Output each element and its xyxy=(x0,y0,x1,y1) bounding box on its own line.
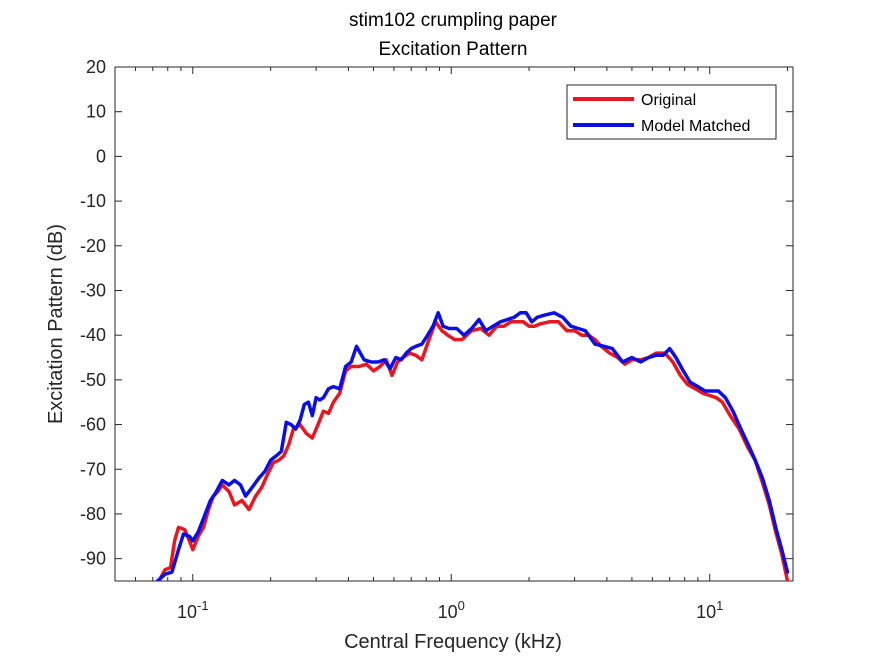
x-axis-ticks: 10-1 100 101 xyxy=(134,67,789,622)
x-tick-label: 100 xyxy=(438,598,465,622)
chart-title: stim102 crumpling paper xyxy=(349,10,558,31)
y-tick-label: -90 xyxy=(80,549,106,569)
legend: Original Model Matched xyxy=(566,84,777,140)
y-axis-label: Excitation Pattern (dB) xyxy=(45,224,67,424)
y-tick-label: 10 xyxy=(86,102,106,122)
y-tick-label: -20 xyxy=(80,236,106,256)
y-tick-label: 20 xyxy=(86,57,106,77)
y-tick-label: -10 xyxy=(80,191,106,211)
legend-label-model-matched: Model Matched xyxy=(641,118,750,135)
y-tick-label: -40 xyxy=(80,325,106,345)
y-tick-label: 0 xyxy=(96,146,106,166)
x-tick-label: 101 xyxy=(696,598,723,622)
y-tick-label: -70 xyxy=(80,459,106,479)
y-tick-label: -30 xyxy=(80,280,106,300)
plot-area xyxy=(114,66,794,582)
y-axis-ticks: 20 10 0 -10 -20 -30 -40 -50 -60 -70 -80 -90 xyxy=(80,57,793,569)
x-axis-label: Central Frequency (kHz) xyxy=(344,631,562,653)
legend-box xyxy=(566,84,777,140)
y-tick-label: -80 xyxy=(80,504,106,524)
chart-subtitle: Excitation Pattern xyxy=(379,39,528,60)
series-line-model-matched xyxy=(155,311,790,581)
legend-label-original: Original xyxy=(641,92,696,109)
x-tick-label: 10-1 xyxy=(177,598,209,622)
y-tick-label: -50 xyxy=(80,370,106,390)
y-tick-label: -60 xyxy=(80,415,106,435)
